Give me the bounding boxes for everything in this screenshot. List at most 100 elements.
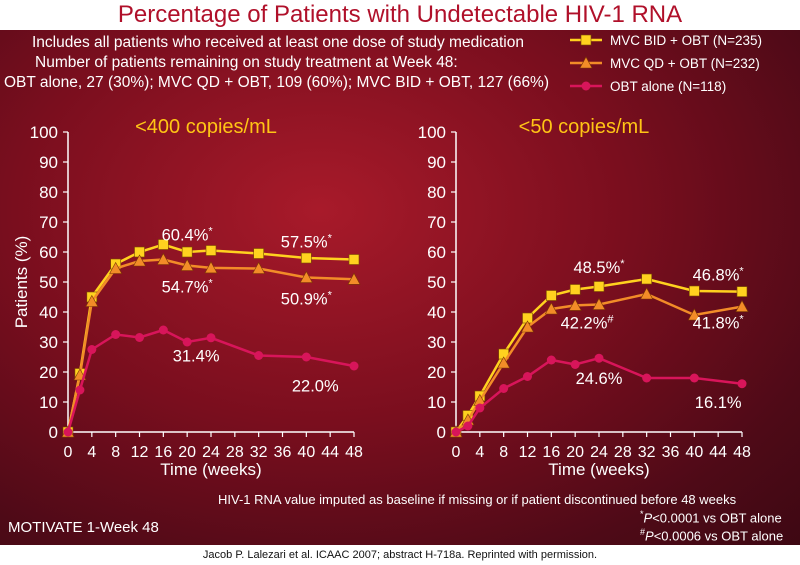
chart1-point-bid-24 [205, 245, 217, 256]
chart1-x-tick-label-48: 48 [345, 444, 363, 461]
chart1-y-tick-label-30: 30 [39, 333, 58, 352]
chart2-point-obt-16 [546, 355, 556, 365]
chart2-y-tick-label-10: 10 [427, 393, 446, 412]
chart2-point-obt-0 [451, 427, 461, 437]
chart2-data-label-2-value: 42.2% [561, 315, 608, 333]
legend-label-bid: MVC BID + OBT (N=235) [610, 33, 762, 48]
note-line-3: OBT alone, 27 (30%); MVC QD + OBT, 109 (… [4, 74, 550, 91]
chart1-data-label-3-sup: * [328, 290, 333, 302]
legend-label-qd: MVC QD + OBT (N=232) [610, 56, 760, 71]
chart2-data-label-4: 24.6% [576, 370, 623, 388]
chart2-y-tick-label-0: 0 [437, 423, 446, 442]
chart2-x-tick-label-32: 32 [638, 444, 656, 461]
chart1-data-label-5-value: 22.0% [292, 378, 339, 396]
title-bar: Percentage of Patients with Undetectable… [0, 0, 800, 30]
chart2-data-label-3-value: 41.8% [693, 315, 740, 333]
chart1-x-tick-label-0: 0 [64, 444, 73, 461]
chart1-x-tick-label-28: 28 [226, 444, 244, 461]
chart1-point-obt-0 [63, 427, 73, 437]
chart1-point-obt-40 [301, 352, 311, 362]
footnote-p2: #P<0.0006 vs OBT alone [640, 527, 783, 543]
chart1-y-tick-label-40: 40 [39, 303, 58, 322]
chart1-x-tick-label-32: 32 [250, 444, 268, 461]
chart2-y-tick-label-60: 60 [427, 243, 446, 262]
page-title: Percentage of Patients with Undetectable… [117, 1, 683, 28]
chart1-x-tick-label-44: 44 [321, 444, 339, 461]
chart2-point-bid-16 [546, 290, 557, 301]
chart1-data-label-2: 54.7%* [162, 278, 214, 297]
chart2-x-tick-label-20: 20 [566, 444, 584, 461]
chart1-point-qd-48 [347, 272, 361, 285]
chart1-point-obt-48 [349, 361, 359, 371]
chart1-panel-title: <400 copies/mL [135, 116, 277, 138]
legend-marker-bid [580, 34, 592, 46]
chart2-y-tick-label-50: 50 [427, 273, 446, 292]
chart1-point-obt-8 [111, 330, 121, 339]
chart1-point-obt-2 [75, 385, 85, 395]
chart2-x-tick-label-8: 8 [499, 444, 508, 461]
chart1-data-label-3: 50.9%* [281, 290, 333, 309]
chart2-x-tick-label-36: 36 [662, 444, 680, 461]
chart2-data-label-1-sup: * [739, 266, 744, 278]
footnote-p2-mark: # [640, 527, 646, 537]
chart2-point-obt-8 [499, 384, 509, 393]
chart2-point-bid-32 [641, 273, 652, 285]
chart2-y-tick-label-20: 20 [427, 363, 446, 382]
chart2-data-label-2-sup: # [607, 314, 614, 326]
chart1-point-bid-20 [181, 246, 193, 258]
chart1-y-tick-label-70: 70 [39, 213, 58, 232]
chart2-y-tick-label-30: 30 [427, 333, 446, 352]
chart1-y-tick-label-60: 60 [39, 243, 58, 262]
chart1-point-qd-40 [299, 270, 313, 283]
chart1-point-qd-24 [204, 261, 218, 274]
chart1-data-label-2-sup: * [208, 278, 213, 290]
chart1-y-tick-label-90: 90 [39, 153, 58, 172]
chart2-point-qd-8 [497, 356, 511, 369]
chart1-data-label-4-value: 31.4% [173, 348, 220, 366]
chart1-y-tick-label-10: 10 [39, 393, 58, 412]
chart1-point-obt-16 [158, 325, 168, 335]
chart1-point-obt-24 [206, 333, 216, 343]
chart1-x-tick-label-8: 8 [111, 444, 120, 461]
chart1-point-obt-4 [87, 345, 97, 354]
chart2-y-tick-label-70: 70 [427, 213, 446, 232]
chart2-x-tick-label-44: 44 [709, 444, 727, 461]
chart1-point-bid-40 [301, 252, 312, 264]
chart1-data-label-5: 22.0% [292, 378, 339, 396]
footnote-p1-mark: * [640, 509, 644, 519]
footnote-p2-italic: P [645, 528, 654, 544]
chart2-x-tick-label-12: 12 [519, 444, 537, 461]
chart1-point-obt-12 [135, 333, 144, 342]
chart2-point-obt-32 [642, 373, 652, 383]
chart1-y-tick-label-80: 80 [39, 183, 58, 202]
chart-panel: Includes all patients who received at le… [0, 30, 800, 545]
chart2-y-tick-label-90: 90 [427, 153, 446, 172]
chart1-data-label-0: 60.4%* [162, 226, 214, 245]
chart1-x-tick-label-16: 16 [154, 444, 172, 461]
chart1-y-tick-label-50: 50 [39, 273, 58, 292]
chart2-data-label-2: 42.2%# [561, 314, 615, 333]
chart1-data-label-2-value: 54.7% [162, 279, 209, 297]
chart2-data-label-3: 41.8%* [693, 314, 745, 333]
chart2-data-label-0: 48.5%* [573, 258, 625, 277]
citation: Jacob P. Lalezari et al. ICAAC 2007; abs… [0, 545, 800, 565]
chart1-x-tick-label-24: 24 [202, 444, 220, 461]
chart2-x-tick-label-28: 28 [614, 444, 632, 461]
legend-label-obt: OBT alone (N=118) [610, 79, 726, 94]
chart1-x-tick-label-36: 36 [274, 444, 292, 461]
chart2-y-tick-label-80: 80 [427, 183, 446, 202]
chart1-y-tick-label-20: 20 [39, 363, 58, 382]
chart2-point-obt-12 [523, 372, 532, 381]
chart2-data-label-4-value: 24.6% [576, 370, 623, 388]
chart1-y-tick-label-0: 0 [49, 423, 58, 442]
chart2-point-obt-4 [475, 403, 485, 413]
chart2-data-label-1: 46.8%* [693, 266, 745, 285]
footnote-p2-text: <0.0006 vs OBT alone [653, 528, 784, 544]
chart2-point-obt-2 [463, 421, 473, 431]
chart1-point-bid-48 [348, 254, 360, 265]
chart1-data-label-0-value: 60.4% [162, 227, 209, 245]
chart1-data-label-1: 57.5%* [281, 233, 333, 252]
chart2-point-obt-24 [594, 353, 604, 363]
chart1-x-tick-label-12: 12 [131, 444, 149, 461]
